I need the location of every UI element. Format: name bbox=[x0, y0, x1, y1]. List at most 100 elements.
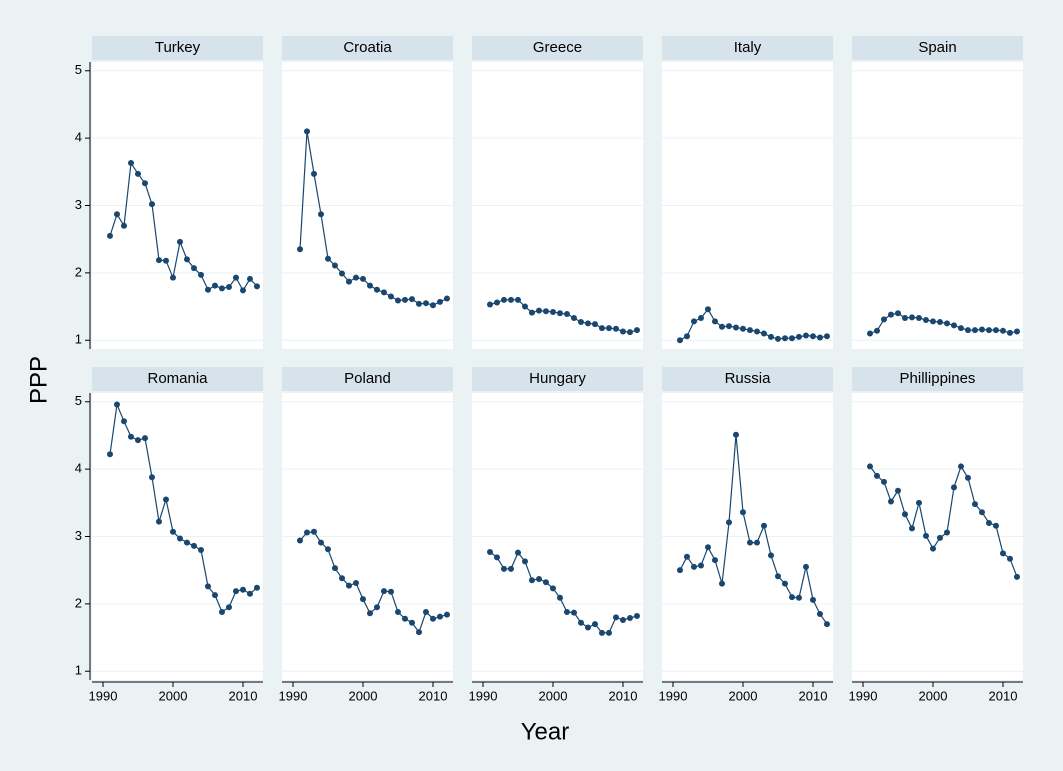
data-point bbox=[542, 308, 549, 315]
data-point bbox=[894, 310, 901, 317]
data-point bbox=[415, 300, 422, 307]
data-point bbox=[324, 546, 331, 553]
data-point bbox=[556, 310, 563, 317]
data-point bbox=[795, 333, 802, 340]
data-point bbox=[873, 472, 880, 479]
data-point bbox=[823, 621, 830, 628]
data-point bbox=[788, 335, 795, 342]
data-point bbox=[331, 565, 338, 572]
series-line bbox=[679, 308, 828, 341]
data-point bbox=[964, 474, 971, 481]
data-point bbox=[718, 580, 725, 587]
data-point bbox=[697, 315, 704, 322]
x-tick-label: 1990 bbox=[659, 688, 688, 703]
data-point bbox=[866, 463, 873, 470]
panel-title: Poland bbox=[344, 370, 391, 387]
data-point bbox=[936, 534, 943, 541]
data-point bbox=[760, 330, 767, 337]
x-tick-label: 1990 bbox=[89, 688, 118, 703]
y-tick-label: 2 bbox=[75, 264, 82, 279]
data-point bbox=[633, 327, 640, 334]
data-point bbox=[408, 619, 415, 626]
data-point bbox=[915, 315, 922, 322]
data-point bbox=[887, 311, 894, 318]
y-tick-label: 1 bbox=[75, 332, 82, 347]
data-point bbox=[732, 431, 739, 438]
series-line bbox=[109, 402, 258, 613]
data-point bbox=[317, 211, 324, 218]
data-point bbox=[612, 325, 619, 332]
data-point bbox=[169, 274, 176, 281]
data-point bbox=[816, 610, 823, 617]
data-point bbox=[310, 528, 317, 535]
data-point bbox=[922, 532, 929, 539]
data-point bbox=[739, 325, 746, 332]
data-point bbox=[774, 335, 781, 342]
panel-title: Spain bbox=[918, 39, 956, 56]
data-point bbox=[303, 128, 310, 135]
data-point bbox=[246, 590, 253, 597]
data-point bbox=[521, 558, 528, 565]
x-tick-label: 2010 bbox=[609, 688, 638, 703]
series-line bbox=[679, 434, 828, 625]
panel-title: Russia bbox=[725, 370, 772, 387]
data-point bbox=[978, 326, 985, 333]
data-point bbox=[816, 334, 823, 341]
panel-header bbox=[852, 36, 1023, 60]
data-point bbox=[549, 308, 556, 315]
data-point bbox=[317, 539, 324, 546]
data-point bbox=[507, 565, 514, 572]
data-point bbox=[985, 520, 992, 527]
data-point bbox=[345, 278, 352, 285]
data-point bbox=[767, 333, 774, 340]
data-point bbox=[387, 588, 394, 595]
data-point bbox=[373, 286, 380, 293]
data-point bbox=[394, 297, 401, 304]
series-line bbox=[489, 551, 638, 634]
data-point bbox=[746, 327, 753, 334]
data-point bbox=[591, 621, 598, 628]
data-point bbox=[697, 562, 704, 569]
data-point bbox=[633, 612, 640, 619]
panel-title: Phillippines bbox=[900, 370, 976, 387]
data-point bbox=[781, 335, 788, 342]
data-point bbox=[985, 327, 992, 334]
data-point bbox=[443, 295, 450, 302]
panel-header bbox=[282, 367, 453, 391]
data-point bbox=[345, 582, 352, 589]
data-point bbox=[106, 451, 113, 458]
x-tick-label: 2000 bbox=[919, 688, 948, 703]
data-point bbox=[401, 615, 408, 622]
data-point bbox=[957, 463, 964, 470]
data-point bbox=[366, 282, 373, 289]
data-point bbox=[563, 310, 570, 317]
data-point bbox=[176, 238, 183, 245]
data-point bbox=[788, 594, 795, 601]
data-point bbox=[577, 619, 584, 626]
data-point bbox=[774, 573, 781, 580]
data-point bbox=[366, 610, 373, 617]
data-point bbox=[401, 296, 408, 303]
data-point bbox=[415, 629, 422, 636]
data-point bbox=[134, 437, 141, 444]
data-point bbox=[359, 596, 366, 603]
data-point bbox=[746, 539, 753, 546]
data-point bbox=[113, 211, 120, 218]
data-point bbox=[908, 525, 915, 532]
data-point bbox=[535, 307, 542, 314]
data-point bbox=[971, 327, 978, 334]
data-point bbox=[246, 275, 253, 282]
y-tick-label: 3 bbox=[75, 197, 82, 212]
data-point bbox=[880, 478, 887, 485]
data-point bbox=[197, 271, 204, 278]
data-point bbox=[725, 323, 732, 330]
data-point bbox=[113, 401, 120, 408]
data-point bbox=[1013, 573, 1020, 580]
data-point bbox=[718, 323, 725, 330]
data-point bbox=[690, 563, 697, 570]
data-point bbox=[443, 611, 450, 618]
data-point bbox=[373, 604, 380, 611]
data-point bbox=[584, 320, 591, 327]
series-line bbox=[299, 131, 448, 306]
panel-title: Greece bbox=[533, 39, 582, 56]
